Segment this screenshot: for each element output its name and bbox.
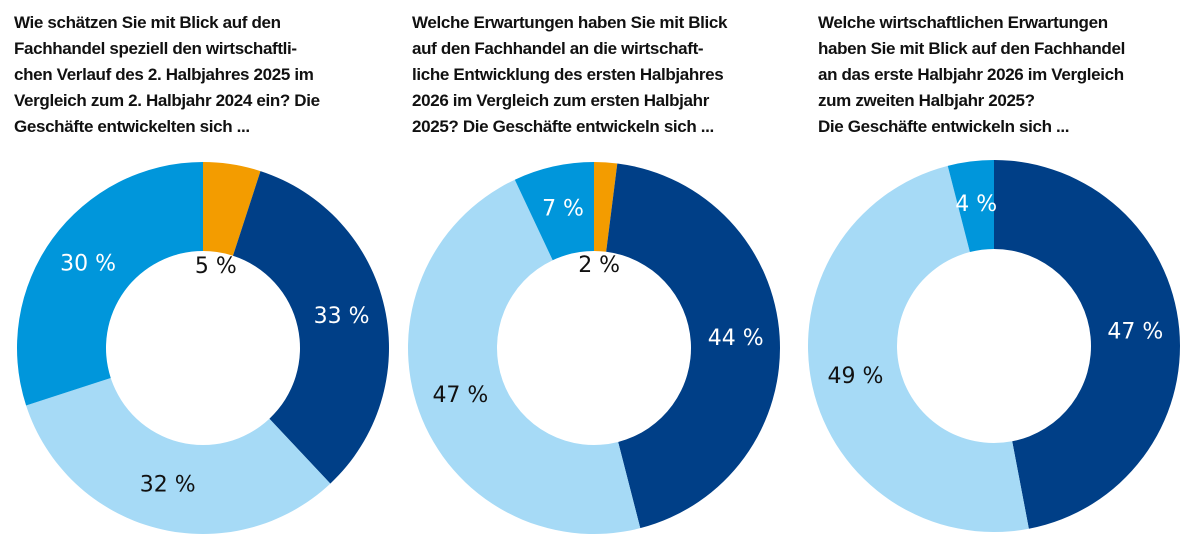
chart-3-title: Welche wirtschaftlichen Erwartungen habe… — [818, 10, 1125, 140]
title-line: auf den Fachhandel an die wirtschaft- — [412, 39, 704, 58]
data-label: 32 % — [140, 473, 196, 498]
donut-slice-light — [26, 377, 331, 535]
data-label: 4 % — [955, 192, 997, 217]
donut-slice-light — [807, 165, 1029, 533]
donut-chart-1: 5 % 33 % 32 % 30 % — [16, 162, 390, 535]
donut-slice-navy — [994, 160, 1180, 529]
title-line: liche Entwicklung des ersten Halbjahres — [412, 65, 724, 84]
data-label: 49 % — [827, 364, 883, 389]
donut-slice-medium — [16, 162, 204, 406]
donut-slice-navy — [606, 163, 780, 529]
donut-slice-orange — [203, 162, 261, 256]
donut-slice-orange — [594, 162, 618, 252]
donut-chart-2: 2 % 44 % 47 % 7 % — [407, 162, 780, 535]
data-label: 2 % — [578, 253, 620, 278]
data-label: 47 % — [1107, 320, 1163, 345]
data-label: 30 % — [60, 252, 116, 277]
title-line: Welche Erwartungen haben Sie mit Blick — [412, 13, 728, 32]
donut-slice-light — [407, 179, 641, 535]
donut-slice-medium — [514, 162, 594, 261]
title-line: Wie schätzen Sie mit Blick auf den — [14, 13, 281, 32]
data-label: 44 % — [708, 326, 764, 351]
data-label: 33 % — [314, 304, 370, 329]
title-line: 2025? Die Geschäfte entwickeln sich ... — [412, 117, 714, 136]
title-line: Vergleich zum 2. Halbjahr 2024 ein? Die — [14, 91, 320, 110]
chart-2-title: Welche Erwartungen haben Sie mit Blick a… — [412, 10, 727, 140]
title-line: 2026 im Vergleich zum ersten Halbjahr — [412, 91, 709, 110]
data-label: 47 % — [432, 383, 488, 408]
title-line: chen Verlauf des 2. Halbjahres 2025 im — [14, 65, 314, 84]
title-line: zum zweiten Halbjahr 2025? — [818, 91, 1035, 110]
donut-chart-3: 47 % 49 % 4 % — [807, 160, 1180, 533]
title-line: Die Geschäfte entwickeln sich ... — [818, 117, 1070, 136]
data-label: 7 % — [542, 196, 584, 221]
title-line: haben Sie mit Blick auf den Fachhandel — [818, 39, 1125, 58]
title-line: Geschäfte entwickelten sich ... — [14, 117, 250, 136]
title-line: an das erste Halbjahr 2026 im Vergleich — [818, 65, 1124, 84]
donut-slice-navy — [232, 171, 390, 484]
title-line: Fachhandel speziell den wirtschaftli- — [14, 39, 297, 58]
title-line: Welche wirtschaftlichen Erwartungen — [818, 13, 1108, 32]
data-label: 5 % — [195, 254, 237, 279]
chart-1-title: Wie schätzen Sie mit Blick auf den Fachh… — [14, 10, 320, 140]
donut-slice-medium — [947, 160, 994, 253]
